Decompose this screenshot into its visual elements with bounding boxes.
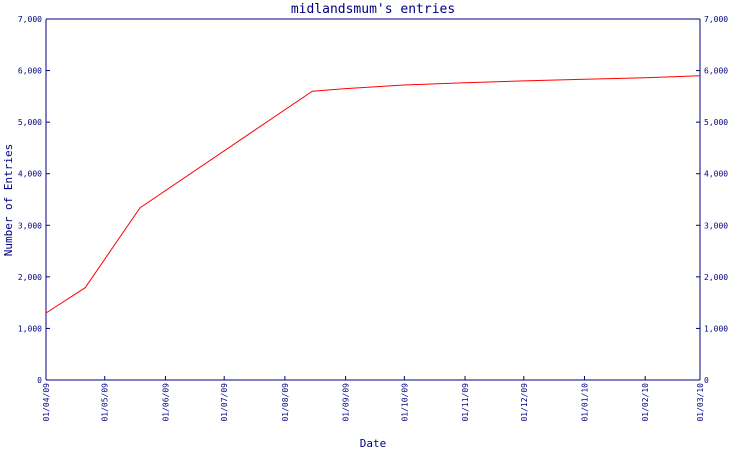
x-tick-label: 01/03/10: [696, 383, 705, 422]
y-tick-label-left: 0: [37, 376, 42, 385]
y-axis-label: Number of Entries: [2, 144, 15, 257]
y-tick-label-right: 5,000: [704, 118, 728, 127]
x-tick-label: 01/08/09: [281, 383, 290, 422]
y-tick-label-right: 7,000: [704, 15, 728, 24]
y-tick-label-left: 4,000: [18, 170, 42, 179]
x-tick-label: 01/12/09: [520, 383, 529, 422]
y-axis-right-ticks: 0 1,000 2,000 3,000 4,000 5,000 6,000 7,000: [696, 15, 728, 385]
x-tick-label: 01/02/10: [641, 383, 650, 422]
y-tick-label-left: 3,000: [18, 221, 42, 230]
x-tick-label: 01/01/10: [580, 383, 589, 422]
y-tick-label-right: 3,000: [704, 221, 728, 230]
x-tick-label: 01/09/09: [342, 383, 351, 422]
x-tick-label: 01/10/09: [400, 383, 409, 422]
y-tick-label-left: 2,000: [18, 273, 42, 282]
x-tick-label: 01/07/09: [220, 383, 229, 422]
x-tick-label: 01/11/09: [461, 383, 470, 422]
y-tick-label-right: 0: [704, 376, 709, 385]
y-tick-label-left: 1,000: [18, 324, 42, 333]
x-axis-ticks: 01/04/09 01/05/09 01/06/09 01/07/09 01/08/09…: [42, 376, 705, 422]
y-tick-label-left: 5,000: [18, 118, 42, 127]
series-layer: [45, 75, 701, 314]
entries-series-line: [45, 75, 701, 314]
y-axis-left-ticks: 0 1,000 2,000 3,000 4,000 5,000 6,000 7,000: [18, 15, 50, 385]
y-tick-label-right: 6,000: [704, 67, 728, 76]
x-tick-label: 01/05/09: [101, 383, 110, 422]
x-tick-label: 01/06/09: [161, 383, 170, 422]
y-tick-label-left: 6,000: [18, 67, 42, 76]
plot-frame: [45, 18, 701, 381]
x-tick-label: 01/04/09: [42, 383, 51, 422]
chart-title: midlandsmum's entries: [291, 2, 455, 17]
y-tick-label-right: 1,000: [704, 324, 728, 333]
y-tick-label-left: 7,000: [18, 15, 42, 24]
y-tick-label-right: 4,000: [704, 170, 728, 179]
x-axis-label: Date: [360, 437, 387, 450]
y-tick-label-right: 2,000: [704, 273, 728, 282]
